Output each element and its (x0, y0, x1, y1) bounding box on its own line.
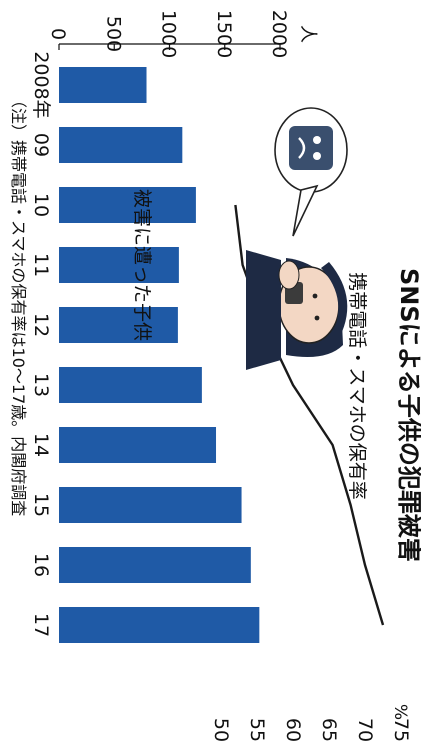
left-tick-label: 0 (47, 28, 69, 40)
bar (59, 487, 242, 523)
x-tick-label: 10 (30, 193, 52, 217)
bar (58, 307, 178, 343)
x-axis-labels: 2008年 09 10 11 12 13 14 15 16 17 (30, 51, 52, 637)
right-tick-label: 50 (210, 718, 232, 742)
bar (59, 607, 260, 643)
child-illustration (246, 250, 348, 370)
x-tick-label: 14 (30, 433, 52, 457)
x-tick-label: 15 (30, 493, 52, 517)
left-tick-label: 1000 (158, 10, 180, 58)
x-tick-label: 09 (30, 133, 52, 157)
x-tick-label: 16 (30, 553, 52, 577)
right-tick-label: 75 (390, 718, 412, 742)
bar-series-label: 被害に遭った子供 (131, 189, 153, 341)
right-tick-label: 55 (246, 718, 268, 742)
left-tick-label: 500 (102, 16, 124, 52)
x-tick-label: 17 (30, 613, 52, 637)
line-series-label: 携帯電話・スマホの保有率 (346, 272, 368, 499)
x-tick-label: 12 (30, 313, 52, 337)
bar-series (58, 67, 260, 643)
right-axis: 50 55 60 65 70 75% (210, 704, 412, 742)
bar (59, 367, 202, 403)
bar (59, 247, 179, 283)
chart-note: （注）携帯電話・スマホの保有率は10～17歳。内閣府調査 (9, 92, 28, 516)
chart-title: SNSによる子供の犯罪被害 (395, 268, 421, 562)
left-tick-label: 1500 (213, 10, 235, 58)
right-tick-label: 65 (318, 718, 340, 742)
left-tick-label: 2000 (268, 10, 290, 58)
bar (58, 67, 147, 103)
x-tick-label: 2008年 (30, 51, 52, 118)
right-tick-label: 60 (282, 718, 304, 742)
bar (59, 187, 196, 223)
speech-bubble (274, 107, 348, 237)
left-axis: 0 500 1000 1500 2000 人 (47, 10, 318, 58)
x-tick-label: 13 (30, 373, 52, 397)
bar (58, 127, 183, 163)
x-tick-label: 11 (30, 253, 52, 277)
right-tick-label: 70 (354, 718, 376, 742)
bar (59, 547, 251, 583)
bar (59, 427, 217, 463)
right-axis-unit: % (390, 704, 410, 720)
left-axis-unit: 人 (297, 25, 318, 43)
